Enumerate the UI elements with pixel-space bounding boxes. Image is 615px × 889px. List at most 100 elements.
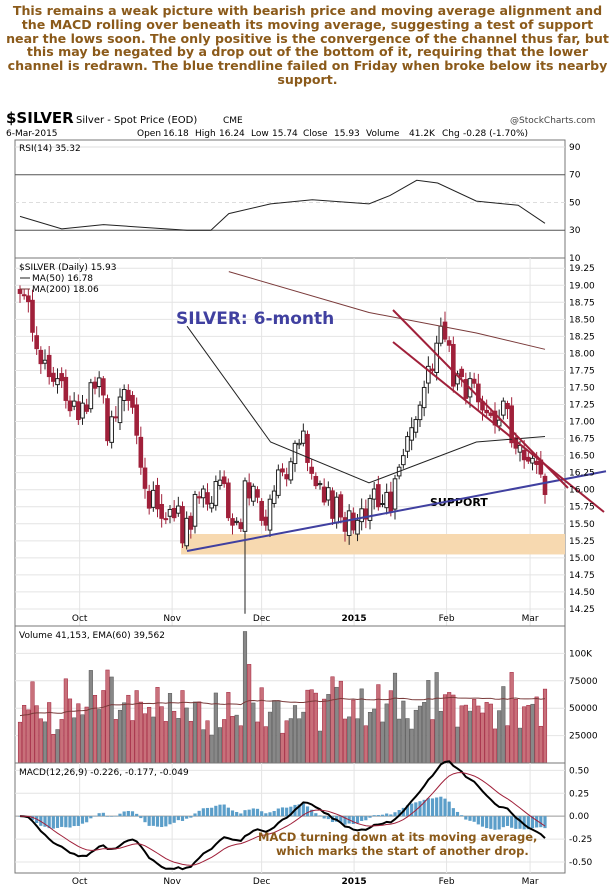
volume-bar [167, 693, 173, 764]
candle-body [246, 482, 252, 499]
ma50-line [186, 325, 546, 484]
macd-histogram-bar [543, 816, 547, 829]
macd-histogram-bar [514, 816, 518, 829]
candle-body [388, 491, 394, 513]
candle-body [84, 404, 89, 412]
macd-histogram-bar [322, 816, 326, 819]
candle-body [542, 475, 548, 495]
chg-label: Chg [442, 129, 460, 139]
volume-bar [409, 728, 414, 764]
candle-body [184, 517, 189, 547]
macd-histogram-bar [464, 816, 468, 820]
macd-histogram-bar [301, 803, 305, 817]
volume-y-tick: 25000 [569, 732, 598, 742]
candle-body [496, 419, 502, 427]
volume-bar [534, 696, 539, 764]
macd-histogram-bar [47, 816, 51, 829]
volume-bar [467, 710, 473, 764]
support-band [181, 534, 566, 555]
volume-bar [497, 710, 502, 764]
candle-body [80, 402, 85, 419]
candle-body [476, 383, 481, 403]
macd-histogram-bar [276, 808, 280, 817]
candle-body [209, 502, 214, 509]
candle-body [276, 469, 281, 496]
volume-bar [326, 694, 331, 764]
blue-trendline [186, 470, 607, 553]
candle-body [321, 486, 327, 503]
volume-bar [301, 711, 306, 764]
candle-body [63, 376, 69, 401]
volume-bar [463, 704, 468, 764]
price-y-tick: 17.25 [569, 401, 595, 411]
macd-histogram-bar [355, 816, 360, 824]
candle-body [326, 487, 331, 501]
candle-body [130, 394, 135, 408]
rsi-panel [14, 139, 566, 259]
candle-body [409, 427, 414, 441]
volume-bar [388, 690, 393, 764]
silver-6-month-label: SILVER: 6-month [176, 309, 334, 329]
macd-x-tick: Dec [253, 877, 270, 887]
macd-histogram-bar [264, 813, 268, 817]
volume-bar [105, 669, 110, 764]
macd-x-tick: Mar [522, 877, 539, 887]
macd-histogram-bar [468, 816, 472, 821]
candle-body [288, 461, 294, 481]
chg-value: -0.28 (-1.70%) [463, 129, 528, 139]
candle-body [96, 377, 102, 388]
volume-value: 41.2K [409, 129, 436, 139]
candle-body [51, 372, 56, 382]
macd-histogram-bar [251, 808, 255, 817]
macd-histogram-bar [397, 810, 401, 817]
candle-body [255, 489, 260, 498]
macd-histogram-bar [143, 816, 147, 823]
macd-histogram-bar [164, 816, 168, 827]
volume-bar [109, 676, 114, 764]
volume-bar [513, 699, 518, 764]
volume-bar [63, 678, 68, 764]
macd-histogram-bar [343, 816, 347, 825]
price-y-tick: 15.25 [569, 537, 595, 547]
macd-histogram-bar [314, 813, 318, 817]
candle-body [21, 294, 27, 297]
volume-bar [438, 711, 443, 764]
macd-histogram-bar [372, 815, 376, 817]
volume-bar [222, 719, 227, 764]
candle-body [180, 506, 185, 544]
macd-histogram-bar [122, 811, 126, 817]
macd-y-ticks: 0.50 0.25 0.00 -0.25 -0.50 [569, 766, 593, 868]
volume-bar [101, 690, 106, 764]
macd-histogram-bar [351, 816, 355, 824]
volume-bar [209, 734, 214, 764]
candle-body [59, 373, 64, 382]
candle-body [138, 436, 144, 468]
candle-body [267, 498, 273, 531]
volume-bar [80, 714, 85, 764]
macd-histogram-bar [380, 814, 385, 817]
volume-bar [384, 703, 389, 764]
macd-histogram-bar [476, 816, 480, 825]
macd-histogram-bar [205, 807, 210, 817]
volume-bar [530, 703, 535, 764]
macd-histogram-bar [222, 804, 226, 817]
candle-body [509, 405, 514, 444]
price-y-tick: 15.50 [569, 520, 595, 530]
macd-histogram-bar [80, 816, 85, 824]
candle-body [459, 368, 464, 378]
volume-bar [538, 725, 543, 764]
macd-histogram-bar [218, 804, 222, 817]
candle-body [380, 503, 385, 506]
candle-body [342, 517, 348, 532]
macd-histogram-bar [297, 804, 301, 817]
volume-bar [434, 672, 439, 764]
volume-bar [92, 695, 98, 764]
volume-ema-line [19, 696, 546, 717]
volume-bar [38, 718, 43, 764]
macd-histogram-bar [268, 812, 272, 817]
macd-histogram-bar [176, 816, 180, 821]
macd-histogram-bar [101, 812, 105, 817]
price-y-tick: 15.00 [569, 554, 595, 564]
macd-histogram-bar [505, 816, 510, 826]
candle-body [363, 508, 369, 520]
